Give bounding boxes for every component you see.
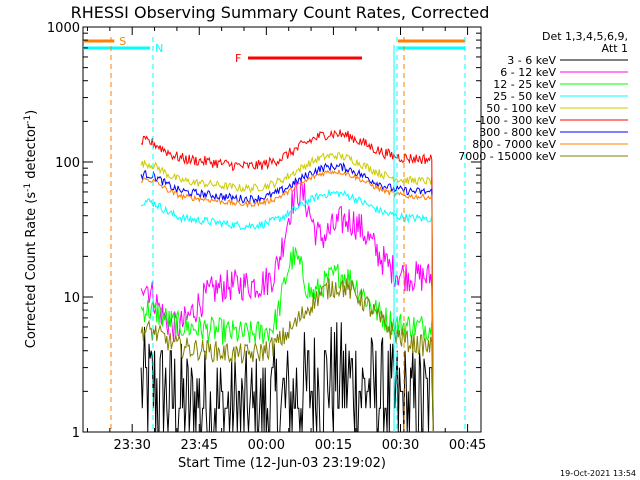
legend-header-1: Det 1,3,4,5,6,9, bbox=[542, 30, 628, 43]
x-axis-label: Start Time (12-Jun-03 23:19:02) bbox=[178, 456, 386, 471]
x-tick-label: 00:15 bbox=[315, 438, 352, 453]
plot-frame bbox=[82, 26, 482, 433]
series-line-1 bbox=[140, 179, 434, 433]
legend-label-7: 800 - 7000 keV bbox=[472, 138, 556, 151]
series-layer bbox=[140, 129, 434, 433]
y-axis-label: Corrected Count Rate (s-1 detector-1) bbox=[23, 110, 39, 348]
y-axis-label-part3: ) bbox=[24, 110, 39, 115]
y-axis-label-sup1: -1 bbox=[23, 183, 33, 192]
series-line-2 bbox=[140, 246, 434, 433]
legend-label-6: 300 - 800 keV bbox=[479, 126, 556, 139]
series-line-5 bbox=[140, 129, 434, 433]
x-tick-label: 00:30 bbox=[382, 438, 419, 453]
legend-label-2: 12 - 25 keV bbox=[493, 78, 556, 91]
chart-title: RHESSI Observing Summary Count Rates, Co… bbox=[71, 3, 490, 22]
flag-label-f: F bbox=[235, 52, 241, 65]
legend-label-4: 50 - 100 keV bbox=[486, 102, 556, 115]
x-tick-label: 23:30 bbox=[113, 438, 150, 453]
y-tick-label: 10 bbox=[63, 291, 80, 306]
legend-header-2: Att 1 bbox=[602, 42, 628, 55]
y-axis-label-sup2: -1 bbox=[23, 115, 33, 124]
legend-label-8: 7000 - 15000 keV bbox=[458, 150, 556, 163]
x-tick-label: 00:45 bbox=[449, 438, 486, 453]
legend-label-5: 100 - 300 keV bbox=[479, 114, 556, 127]
flag-label-s: S bbox=[119, 35, 126, 48]
x-tick-label: 00:00 bbox=[248, 438, 285, 453]
series-line-6 bbox=[140, 162, 434, 433]
y-tick-label: 100 bbox=[55, 156, 80, 171]
legend-label-3: 25 - 50 keV bbox=[493, 90, 556, 103]
legend-label-0: 3 - 6 keV bbox=[507, 54, 556, 67]
plot-area bbox=[82, 26, 482, 433]
series-line-3 bbox=[140, 189, 434, 433]
x-tick-label: 23:45 bbox=[181, 438, 218, 453]
overlay-layer: S N F bbox=[83, 35, 466, 432]
series-line-4 bbox=[140, 152, 434, 433]
flag-label-n: N bbox=[155, 42, 163, 55]
legend-label-1: 6 - 12 keV bbox=[500, 66, 556, 79]
y-axis-label-part2: detector bbox=[24, 123, 39, 183]
y-tick-label: 1000 bbox=[47, 21, 80, 36]
footer-timestamp: 19-Oct-2021 13:54 bbox=[560, 469, 636, 478]
series-line-0 bbox=[140, 322, 434, 433]
y-tick-label: 1 bbox=[72, 426, 80, 441]
axes-layer: 23:30 23:45 00:00 00:15 00:30 00:45 1 10 100 1000 bbox=[47, 21, 486, 453]
series-line-8 bbox=[140, 278, 434, 433]
y-axis-label-part1: Corrected Count Rate (s bbox=[24, 192, 39, 349]
series-line-7 bbox=[140, 169, 434, 433]
